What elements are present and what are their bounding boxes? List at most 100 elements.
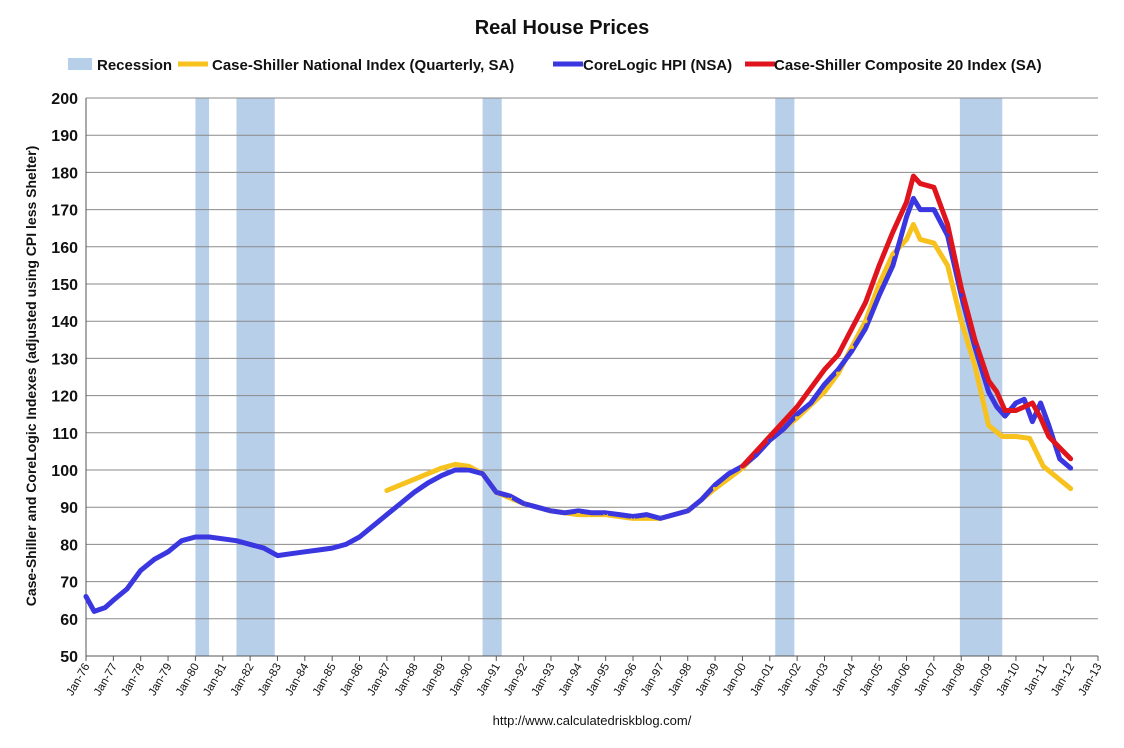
x-tick-label-25: Jan-01 xyxy=(748,662,776,698)
x-tick-label-18: Jan-94 xyxy=(557,661,585,698)
series-1-point-47 xyxy=(712,482,718,488)
series-0-point-6 xyxy=(466,464,472,469)
x-tick-label-35: Jan-11 xyxy=(1022,662,1050,698)
series-1-point-17 xyxy=(302,549,307,554)
series-1-point-7 xyxy=(165,549,171,554)
series-2-point-22 xyxy=(1013,408,1019,413)
legend-cs-national-label: Case-Shiller National Index (Quarterly, … xyxy=(212,57,514,74)
series-1-point-42 xyxy=(644,512,649,517)
series-1-point-73 xyxy=(1030,419,1035,424)
series-1-point-23 xyxy=(384,512,390,517)
series-0-point-34 xyxy=(986,423,991,428)
series-0-point-17 xyxy=(712,486,718,491)
series-1-point-16 xyxy=(288,551,294,556)
series-1-point-34 xyxy=(535,505,540,510)
series-0-point-30 xyxy=(931,240,937,246)
series-1-point-25 xyxy=(412,490,417,495)
series-1-point-20 xyxy=(343,542,348,547)
series-0-point-33 xyxy=(972,363,978,368)
series-1-point-52 xyxy=(781,426,786,432)
x-tick-label-31: Jan-07 xyxy=(913,662,941,698)
series-0-point-21 xyxy=(822,389,827,395)
x-tick-label-3: Jan-79 xyxy=(147,662,175,698)
series-1-point-12 xyxy=(234,538,239,543)
series-0-point-35 xyxy=(1000,434,1005,439)
series-2-point-13 xyxy=(911,173,916,179)
series-0-point-24 xyxy=(863,319,868,324)
series-1-point-0 xyxy=(83,594,89,599)
series-1-point-65 xyxy=(945,233,950,238)
series-2-point-12 xyxy=(904,200,909,205)
series-0-point-40 xyxy=(1068,486,1073,491)
x-tick-label-7: Jan-83 xyxy=(256,662,284,698)
series-1-point-22 xyxy=(371,523,376,528)
series-1-point-19 xyxy=(330,545,335,551)
x-tick-label-8: Jan-84 xyxy=(283,661,311,698)
x-tick-label-14: Jan-90 xyxy=(448,662,476,698)
x-tick-label-13: Jan-89 xyxy=(420,662,448,698)
y-tick-label-50: 50 xyxy=(60,649,78,666)
series-1-point-72 xyxy=(1021,397,1027,402)
series-1-point-5 xyxy=(138,568,143,573)
series-1-point-4 xyxy=(124,586,130,592)
series-1-point-35 xyxy=(548,508,554,514)
x-tick-label-27: Jan-03 xyxy=(803,662,831,698)
x-tick-label-34: Jan-10 xyxy=(995,662,1023,698)
recession-band-3 xyxy=(775,98,795,656)
x-tick-label-10: Jan-86 xyxy=(338,662,366,698)
series-0-point-22 xyxy=(836,371,841,376)
series-1-point-67 xyxy=(972,345,978,350)
series-1-point-64 xyxy=(931,207,937,212)
series-0-point-2 xyxy=(412,477,417,482)
series-1-point-54 xyxy=(808,400,813,406)
series-1-point-44 xyxy=(671,512,677,517)
series-2-point-10 xyxy=(877,263,882,268)
series-1-point-66 xyxy=(959,293,964,298)
series-1-point-74 xyxy=(1038,400,1043,406)
series-1-point-58 xyxy=(863,326,868,331)
series-2-point-8 xyxy=(849,326,854,331)
series-2-point-25 xyxy=(1038,415,1043,421)
series-1-point-11 xyxy=(220,536,225,541)
series-2-point-23 xyxy=(1021,404,1027,409)
x-tick-label-15: Jan-91 xyxy=(475,662,503,698)
series-1-point-53 xyxy=(794,412,800,417)
series-1-point-70 xyxy=(1002,413,1008,419)
y-tick-label-180: 180 xyxy=(51,165,78,182)
series-2-point-3 xyxy=(781,419,786,424)
series-1-point-2 xyxy=(102,605,108,610)
series-0-point-38 xyxy=(1041,464,1046,469)
x-tick-label-2: Jan-78 xyxy=(119,662,147,698)
series-1-point-33 xyxy=(521,501,526,506)
series-0-point-25 xyxy=(877,281,882,287)
x-tick-label-5: Jan-81 xyxy=(201,662,229,698)
series-1-point-57 xyxy=(849,348,854,354)
x-tick-label-21: Jan-97 xyxy=(639,662,667,698)
series-1-point-27 xyxy=(439,473,444,478)
series-2-point-14 xyxy=(918,181,923,186)
series-1-point-50 xyxy=(753,452,759,458)
series-1-point-24 xyxy=(398,501,403,506)
x-tick-label-4: Jan-80 xyxy=(174,662,202,698)
series-1-point-14 xyxy=(261,545,266,551)
series-0-point-5 xyxy=(453,462,458,467)
source-url: http://www.calculatedriskblog.com/ xyxy=(493,713,692,728)
y-tick-label-170: 170 xyxy=(51,203,78,220)
series-1-point-38 xyxy=(589,510,595,515)
y-tick-label-110: 110 xyxy=(52,426,78,443)
series-2-point-4 xyxy=(794,404,800,409)
series-line-1 xyxy=(83,195,1074,614)
recession-band-1 xyxy=(236,98,275,656)
series-0-point-3 xyxy=(425,471,431,476)
legend-corelogic-label: CoreLogic HPI (NSA) xyxy=(583,57,732,74)
series-0-point-20 xyxy=(794,415,800,421)
series-1-point-21 xyxy=(357,534,362,540)
x-tick-label-32: Jan-08 xyxy=(940,662,968,698)
recession-band-0 xyxy=(195,98,210,656)
series-1-point-6 xyxy=(152,557,157,562)
series-1-point-28 xyxy=(453,467,458,473)
series-2-point-16 xyxy=(945,222,950,227)
series-0-point-29 xyxy=(918,237,923,242)
